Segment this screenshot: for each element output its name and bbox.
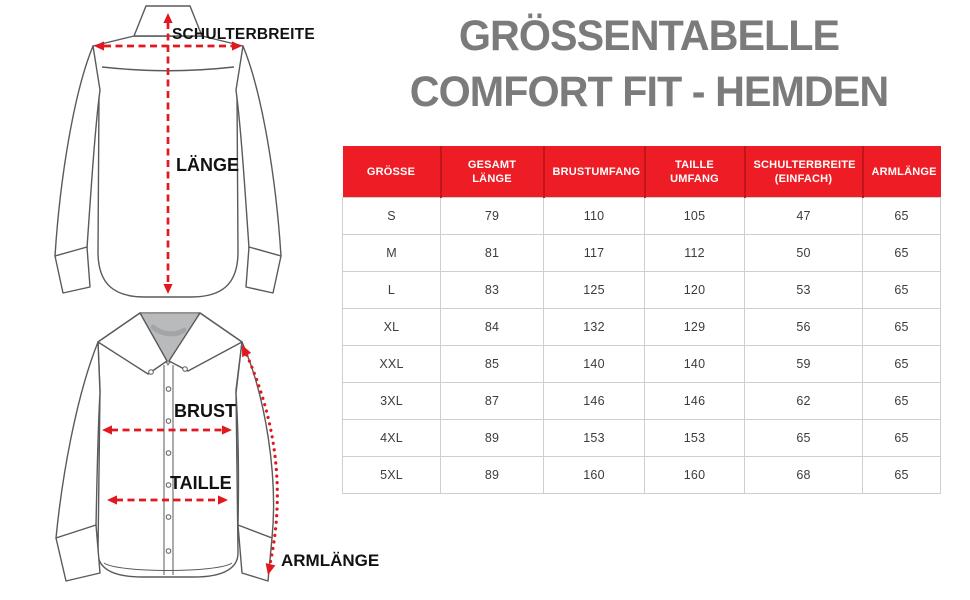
size-table-header: GRÖSSE GESAMT LÄNGE BRUSTUMFANG TAILLE U…	[342, 146, 941, 198]
table-row: 5XL 89 160 160 68 65	[342, 456, 941, 494]
shirt-back-right-cuff	[245, 246, 282, 294]
table-cell: 85	[440, 345, 544, 383]
title-line-1: GRÖSSENTABELLE	[458, 12, 840, 60]
col-header-gesamt-laenge: GESAMT LÄNGE	[439, 146, 544, 198]
table-cell: 110	[543, 197, 645, 235]
shirt-front-buttons	[148, 366, 188, 554]
table-cell: 146	[543, 382, 645, 420]
shirt-front-hem-line	[103, 562, 233, 571]
length-arrow	[163, 13, 173, 294]
shirt-front-right-collar	[168, 312, 243, 372]
table-cell: M	[342, 234, 441, 272]
table-cell: 56	[744, 308, 863, 346]
table-cell: 47	[744, 197, 863, 235]
table-cell: 129	[644, 308, 745, 346]
table-row: S 79 110 105 47 65	[342, 197, 941, 235]
col-header-armlaenge: ARMLÄNGE	[861, 146, 941, 198]
table-cell: 160	[644, 456, 745, 494]
table-cell: XXL	[342, 345, 441, 383]
table-cell: 65	[862, 419, 941, 457]
table-cell: 59	[744, 345, 863, 383]
table-cell: 84	[440, 308, 544, 346]
col-header-brustumfang: BRUSTUMFANG	[542, 146, 645, 198]
size-table: GRÖSSE GESAMT LÄNGE BRUSTUMFANG TAILLE U…	[342, 146, 941, 494]
shirt-front-right-sleeve	[235, 341, 275, 539]
col-header-groesse: GRÖSSE	[342, 146, 441, 198]
size-table-body: S 79 110 105 47 65 M 81 117 112 50 65 L 83 125 120 53 65 X…	[342, 197, 941, 494]
table-cell: 120	[644, 271, 745, 309]
table-cell: 53	[744, 271, 863, 309]
table-cell: 146	[644, 382, 745, 420]
table-cell: 65	[862, 308, 941, 346]
table-row: XXL 85 140 140 59 65	[342, 345, 941, 383]
table-cell: L	[342, 271, 441, 309]
label-brust: BRUST	[174, 401, 236, 421]
chest-arrow	[102, 425, 232, 435]
table-row: 4XL 89 153 153 65 65	[342, 419, 941, 457]
table-cell: 160	[543, 456, 645, 494]
table-cell: XL	[342, 308, 441, 346]
table-cell: 62	[744, 382, 863, 420]
table-cell: 65	[862, 382, 941, 420]
waist-arrow	[107, 495, 228, 505]
table-cell: 117	[543, 234, 645, 272]
table-row: 3XL 87 146 146 62 65	[342, 382, 941, 420]
table-cell: 132	[543, 308, 645, 346]
table-row: XL 84 132 129 56 65	[342, 308, 941, 346]
table-cell: 65	[862, 345, 941, 383]
table-cell: 79	[440, 197, 544, 235]
label-armlaenge: ARMLÄNGE	[281, 551, 380, 570]
col-header-schulterbreite: SCHULTERBREITE (EINFACH)	[743, 146, 863, 198]
shirt-back-left-cuff	[54, 246, 91, 294]
table-cell: S	[342, 197, 441, 235]
shirt-back-left-sleeve	[54, 45, 101, 257]
table-cell: 65	[862, 234, 941, 272]
table-cell: 4XL	[342, 419, 441, 457]
shirt-front-left-cuff	[55, 524, 101, 582]
shirt-front-left-sleeve	[55, 341, 101, 539]
table-cell: 153	[644, 419, 745, 457]
table-row: L 83 125 120 53 65	[342, 271, 941, 309]
table-cell: 89	[440, 419, 544, 457]
table-cell: 50	[744, 234, 863, 272]
label-schulterbreite: SCHULTERBREITE	[172, 26, 315, 43]
page-title: GRÖSSENTABELLE COMFORT FIT - HEMDEN	[350, 8, 947, 120]
shirt-front-diagram	[55, 312, 279, 582]
table-cell: 68	[744, 456, 863, 494]
label-taille: TAILLE	[170, 473, 232, 493]
table-cell: 105	[644, 197, 745, 235]
table-cell: 65	[744, 419, 863, 457]
table-cell: 65	[862, 197, 941, 235]
col-header-taille-umfang: TAILLE UMFANG	[643, 146, 745, 198]
title-line-2: COMFORT FIT - HEMDEN	[409, 68, 889, 116]
table-cell: 140	[543, 345, 645, 383]
table-cell: 65	[862, 271, 941, 309]
table-cell: 140	[644, 345, 745, 383]
shirt-back-diagram	[54, 5, 282, 298]
shirt-back-right-sleeve	[235, 45, 282, 257]
table-cell: 81	[440, 234, 544, 272]
table-cell: 125	[543, 271, 645, 309]
table-cell: 89	[440, 456, 544, 494]
table-cell: 5XL	[342, 456, 441, 494]
arm-length-arrow	[242, 345, 279, 575]
label-laenge: LÄNGE	[176, 155, 239, 175]
table-row: M 81 117 112 50 65	[342, 234, 941, 272]
shirt-front-left-collar	[97, 312, 168, 375]
table-cell: 153	[543, 419, 645, 457]
table-cell: 112	[644, 234, 745, 272]
table-cell: 83	[440, 271, 544, 309]
table-cell: 87	[440, 382, 544, 420]
shirt-front-neck-shading	[150, 324, 187, 337]
table-cell: 3XL	[342, 382, 441, 420]
table-cell: 65	[862, 456, 941, 494]
